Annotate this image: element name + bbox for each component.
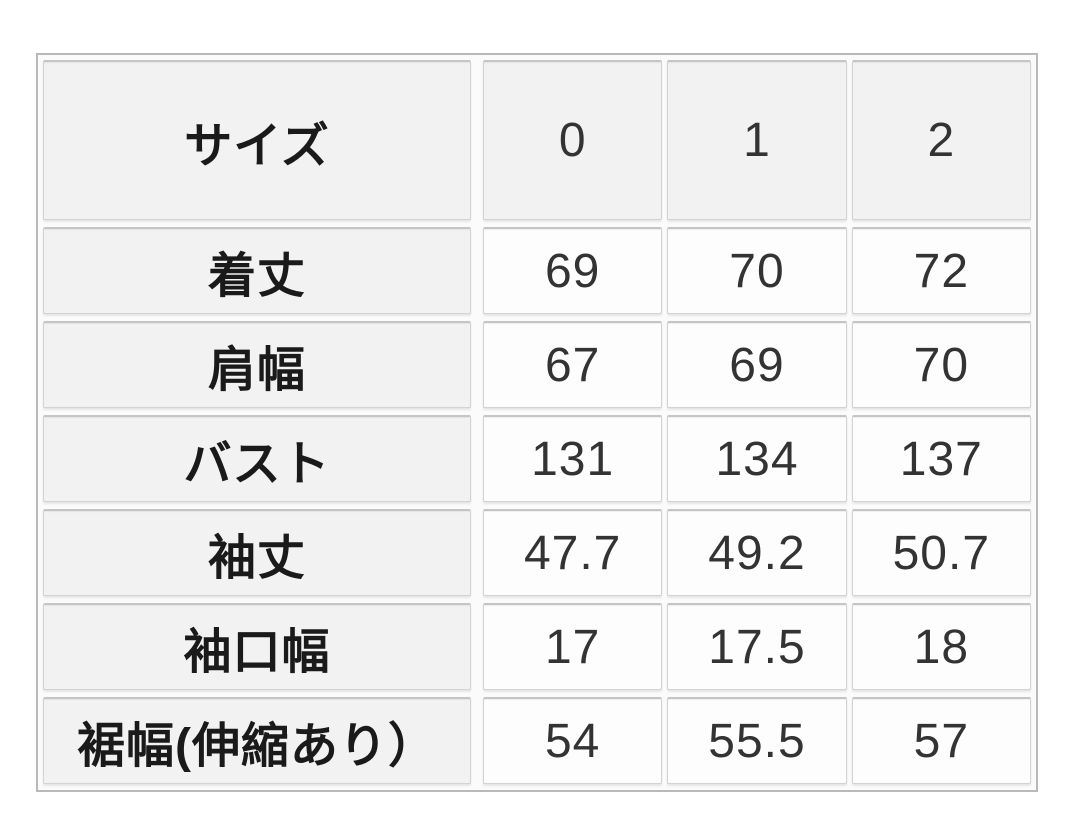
data-value: 55.5	[667, 697, 847, 784]
data-value: 47.7	[483, 509, 663, 596]
table-body: 着丈 69 70 72 肩幅 67 69 70 バスト 131 134 137 袖丈 47.7 49.2 50…	[43, 227, 1031, 785]
table-row: 袖丈 47.7 49.2 50.7	[43, 509, 1031, 596]
data-value: 18	[851, 603, 1031, 690]
size-chart-table: サイズ 0 1 2 着丈 69 70 72 肩幅 67 69 70 バスト 131 134 137 袖丈…	[36, 53, 1038, 792]
data-value: 134	[667, 415, 847, 502]
data-value: 50.7	[851, 509, 1031, 596]
row-label: 着丈	[43, 227, 471, 314]
data-value: 17	[483, 603, 663, 690]
table-row: 肩幅 67 69 70	[43, 321, 1031, 408]
row-label: 裾幅(伸縮あり）	[43, 697, 471, 784]
data-value: 131	[483, 415, 663, 502]
data-value: 69	[483, 227, 663, 314]
row-label: 袖口幅	[43, 603, 471, 690]
table-header-row: サイズ 0 1 2	[43, 60, 1031, 220]
size-column-header-0: 0	[483, 60, 663, 220]
size-column-header-2: 2	[851, 60, 1031, 220]
data-value: 70	[851, 321, 1031, 408]
row-label: 肩幅	[43, 321, 471, 408]
table-row: バスト 131 134 137	[43, 415, 1031, 502]
data-value: 69	[667, 321, 847, 408]
row-label: 袖丈	[43, 509, 471, 596]
data-value: 54	[483, 697, 663, 784]
data-value: 57	[851, 697, 1031, 784]
data-value: 72	[851, 227, 1031, 314]
size-column-header-1: 1	[667, 60, 847, 220]
table-row: 袖口幅 17 17.5 18	[43, 603, 1031, 690]
data-value: 17.5	[667, 603, 847, 690]
data-value: 70	[667, 227, 847, 314]
row-label: バスト	[43, 415, 471, 502]
table-row: 裾幅(伸縮あり） 54 55.5 57	[43, 697, 1031, 784]
corner-header-cell: サイズ	[43, 60, 471, 220]
table-row: 着丈 69 70 72	[43, 227, 1031, 314]
data-value: 137	[851, 415, 1031, 502]
data-value: 67	[483, 321, 663, 408]
data-value: 49.2	[667, 509, 847, 596]
